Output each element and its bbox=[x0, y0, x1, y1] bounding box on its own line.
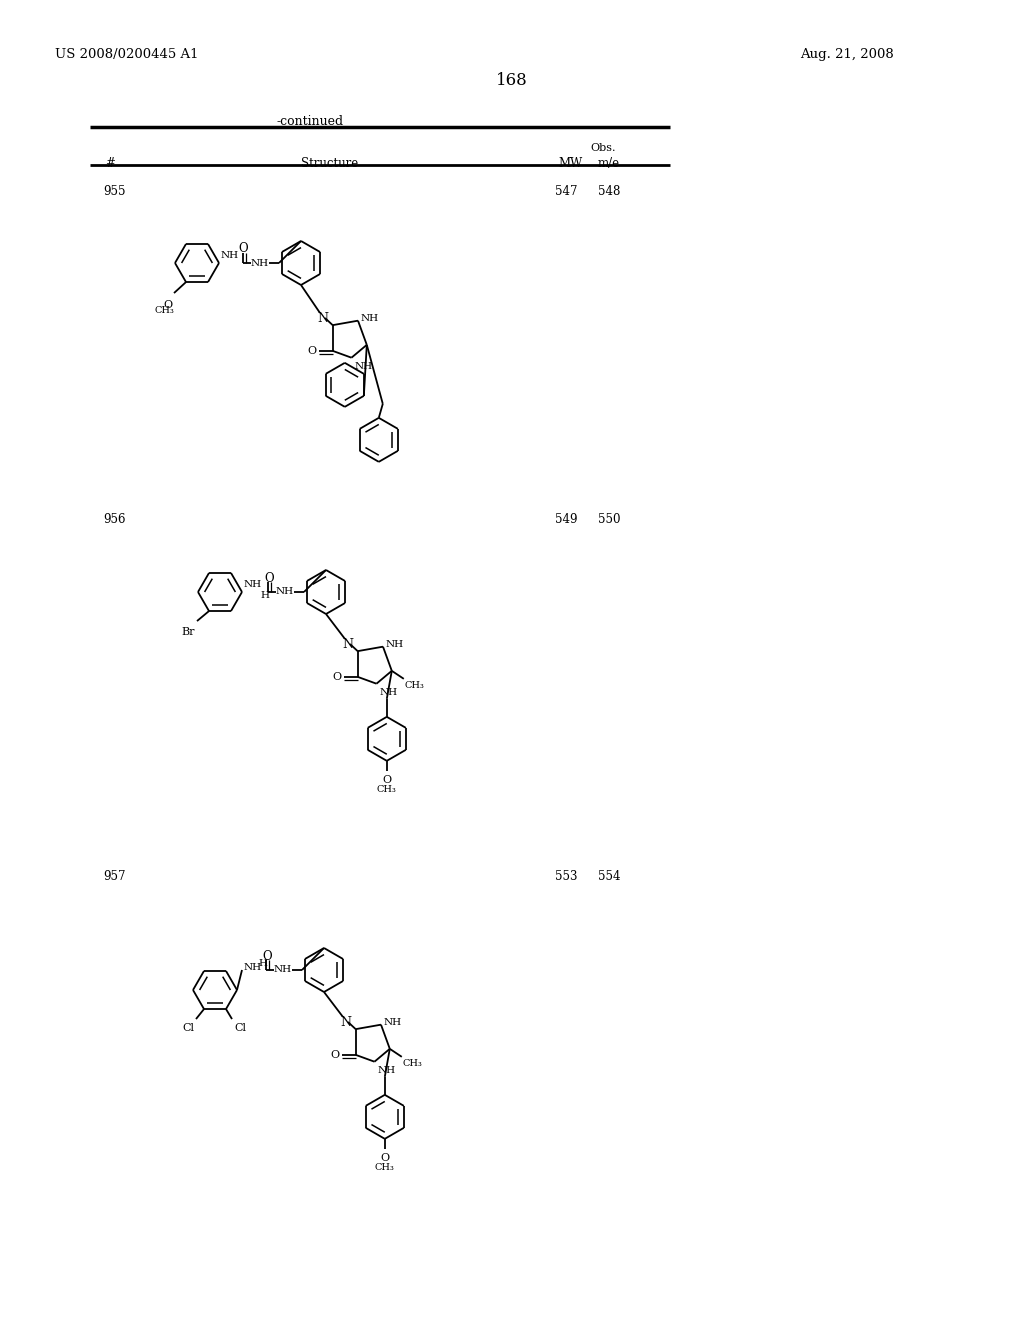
Text: NH: NH bbox=[378, 1065, 395, 1074]
Text: NH: NH bbox=[276, 587, 294, 597]
Text: NH: NH bbox=[251, 259, 269, 268]
Text: O: O bbox=[239, 243, 248, 256]
Text: 550: 550 bbox=[598, 513, 621, 525]
Text: O: O bbox=[264, 572, 273, 585]
Text: #: # bbox=[105, 157, 115, 170]
Text: N: N bbox=[317, 312, 328, 325]
Text: N: N bbox=[342, 638, 353, 651]
Text: 957: 957 bbox=[103, 870, 126, 883]
Text: Aug. 21, 2008: Aug. 21, 2008 bbox=[800, 48, 894, 61]
Text: H: H bbox=[258, 960, 267, 968]
Text: O: O bbox=[333, 672, 342, 682]
Text: 956: 956 bbox=[103, 513, 126, 525]
Text: MW: MW bbox=[558, 157, 583, 170]
Text: O: O bbox=[163, 300, 172, 310]
Text: NH: NH bbox=[354, 362, 373, 371]
Text: 168: 168 bbox=[496, 73, 528, 88]
Text: NH: NH bbox=[221, 251, 240, 260]
Text: CH₃: CH₃ bbox=[375, 1163, 394, 1172]
Text: US 2008/0200445 A1: US 2008/0200445 A1 bbox=[55, 48, 199, 61]
Text: m/e: m/e bbox=[598, 157, 621, 170]
Text: 548: 548 bbox=[598, 185, 621, 198]
Text: CH₃: CH₃ bbox=[402, 1059, 423, 1068]
Text: CH₃: CH₃ bbox=[377, 785, 396, 793]
Text: Br: Br bbox=[181, 627, 195, 638]
Text: 955: 955 bbox=[103, 185, 126, 198]
Text: Structure: Structure bbox=[301, 157, 358, 170]
Text: 549: 549 bbox=[555, 513, 578, 525]
Text: 554: 554 bbox=[598, 870, 621, 883]
Text: O: O bbox=[382, 775, 391, 785]
Text: Cl: Cl bbox=[234, 1023, 246, 1034]
Text: NH: NH bbox=[244, 579, 262, 589]
Text: H: H bbox=[260, 591, 269, 601]
Text: Obs.: Obs. bbox=[590, 143, 615, 153]
Text: NH: NH bbox=[386, 640, 404, 649]
Text: O: O bbox=[262, 949, 271, 962]
Text: NH: NH bbox=[380, 688, 397, 697]
Text: NH: NH bbox=[244, 964, 262, 973]
Text: 553: 553 bbox=[555, 870, 578, 883]
Text: Cl: Cl bbox=[182, 1023, 194, 1034]
Text: NH: NH bbox=[274, 965, 292, 974]
Text: CH₃: CH₃ bbox=[404, 681, 425, 690]
Text: CH₃: CH₃ bbox=[154, 306, 174, 315]
Text: 547: 547 bbox=[555, 185, 578, 198]
Text: NH: NH bbox=[384, 1018, 402, 1027]
Text: NH: NH bbox=[361, 314, 379, 323]
Text: O: O bbox=[331, 1049, 340, 1060]
Text: N: N bbox=[340, 1015, 351, 1028]
Text: O: O bbox=[307, 346, 316, 356]
Text: -continued: -continued bbox=[276, 115, 344, 128]
Text: O: O bbox=[380, 1152, 389, 1163]
